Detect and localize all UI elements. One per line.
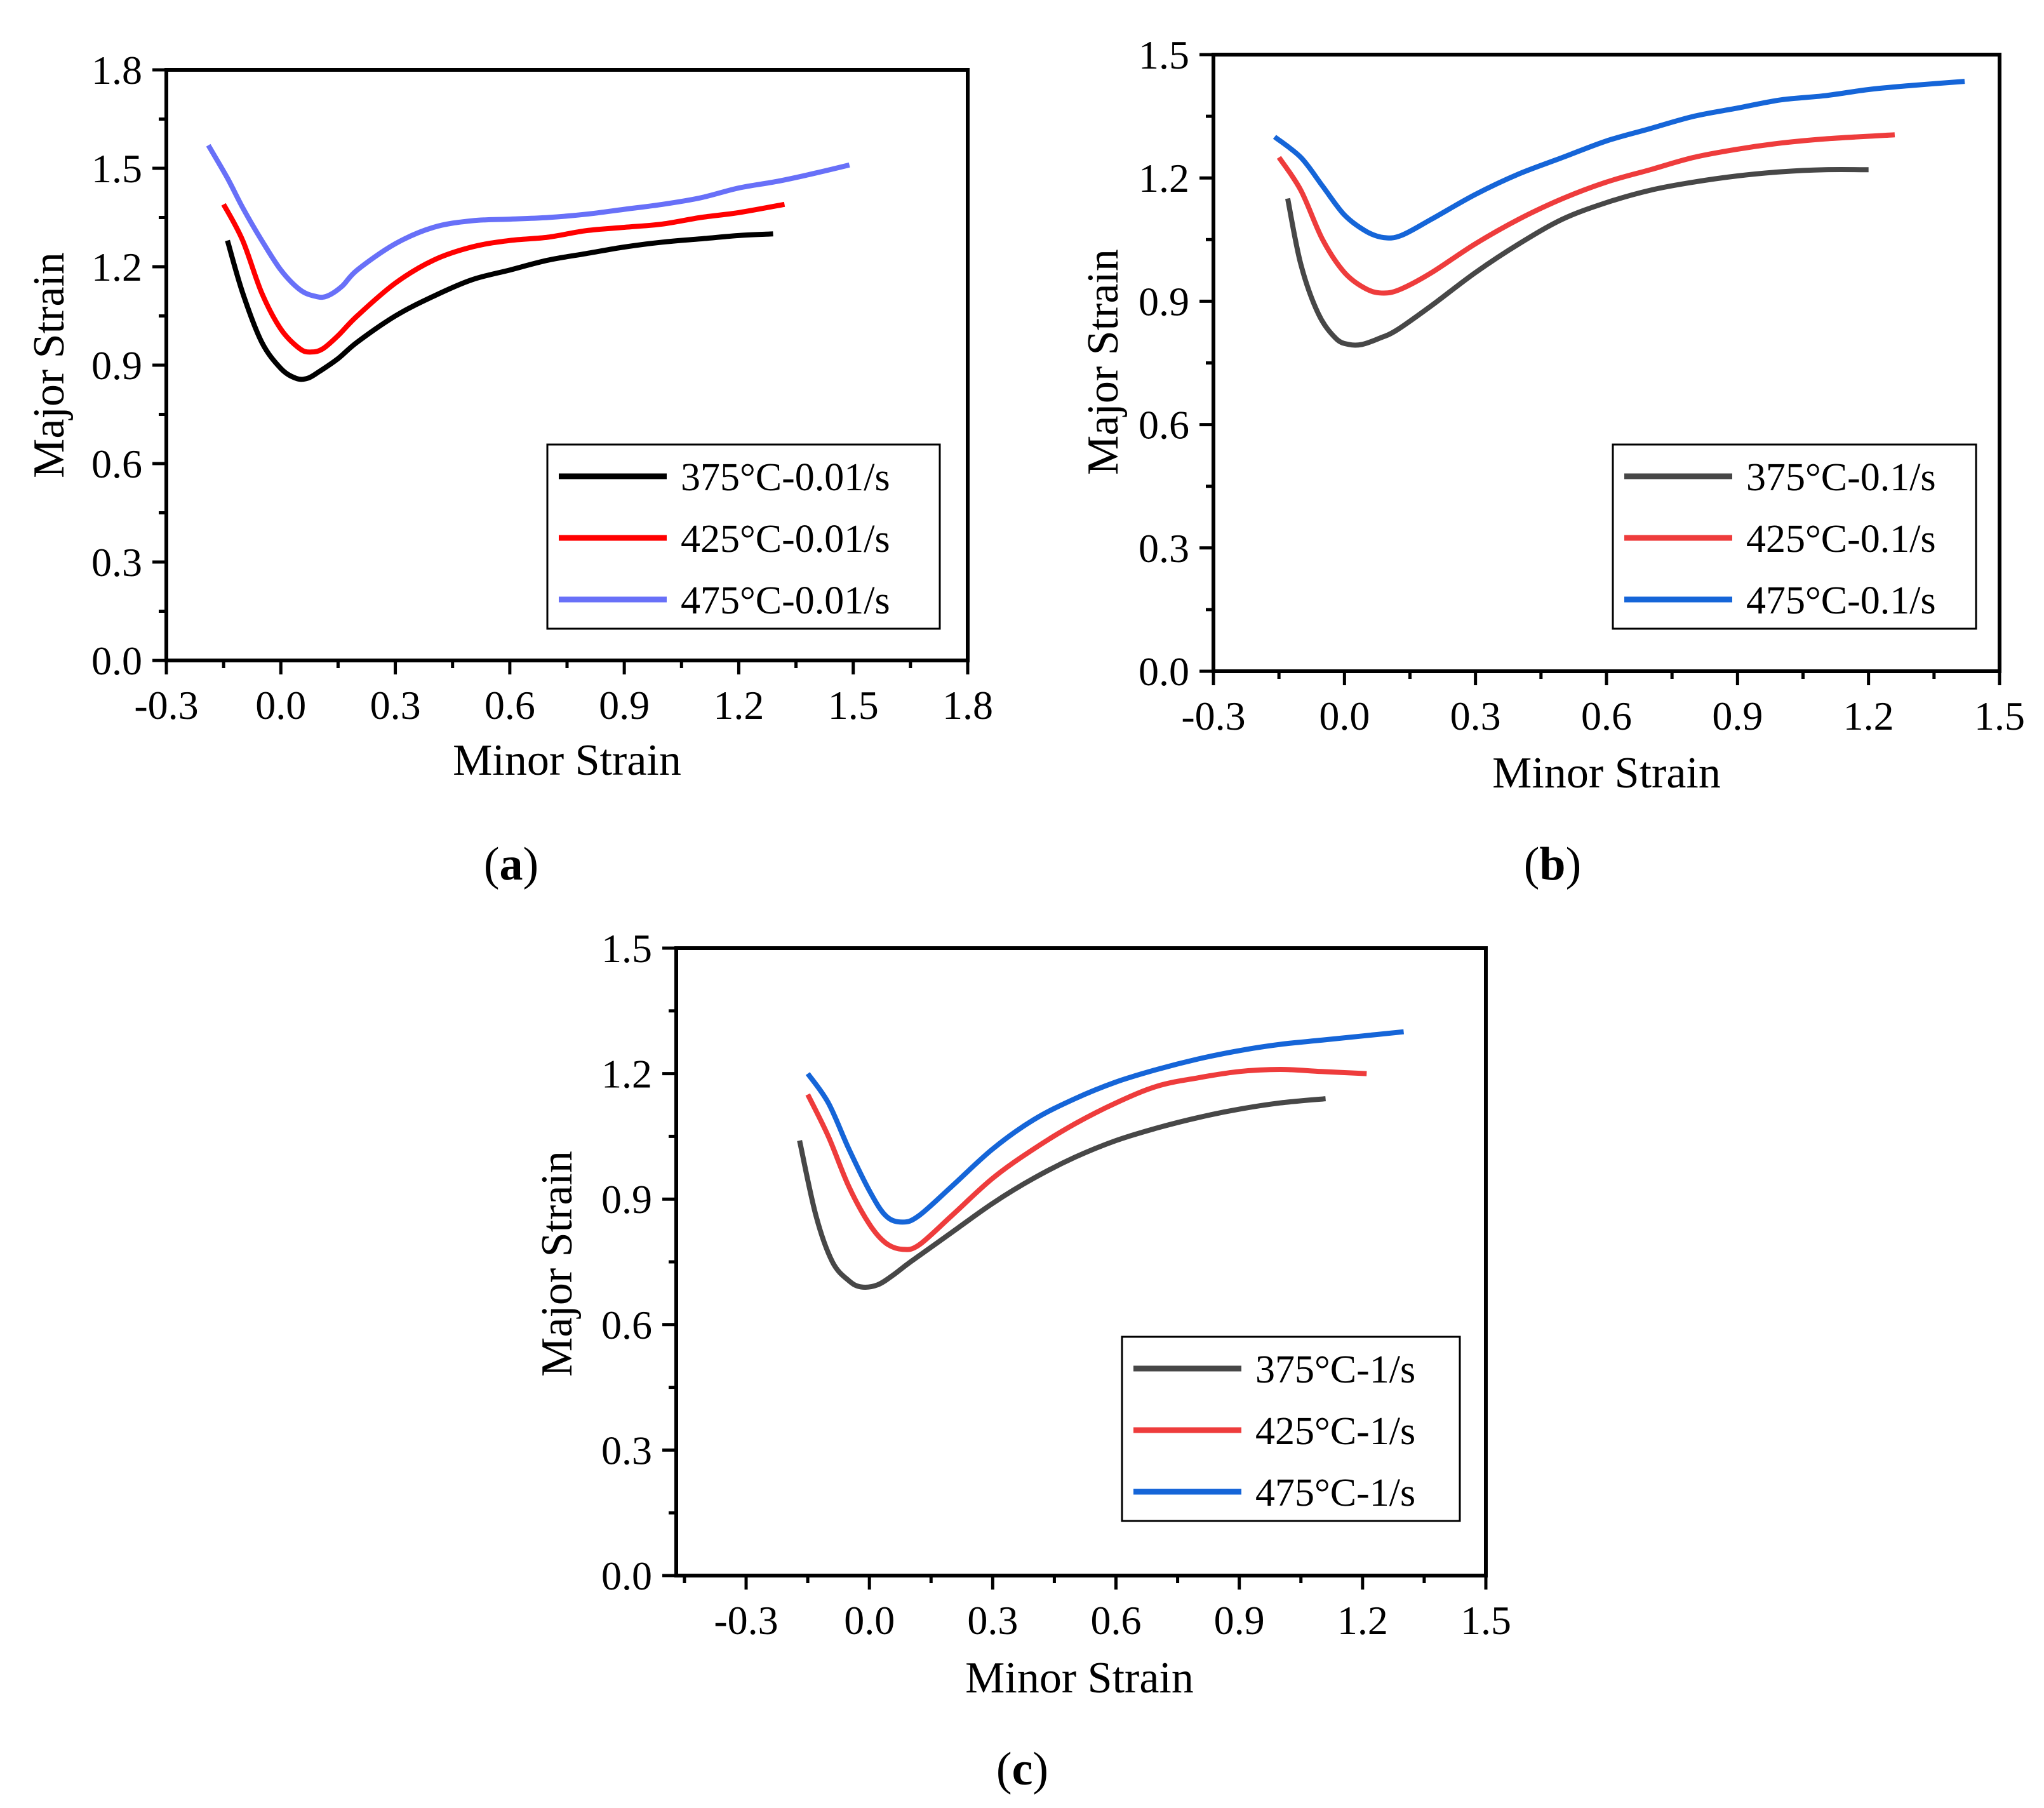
panel-label-letter: b bbox=[1539, 838, 1565, 890]
x-tick-label: 0.0 bbox=[1319, 693, 1370, 739]
axis-ticks bbox=[662, 946, 1488, 1590]
legend: 375°C-1/s 425°C-1/s 475°C-1/s bbox=[1121, 1336, 1461, 1522]
chart-panel-b: 0.00.30.60.91.21.5 -0.3 0.0 0.3 0.6 0.9 1.2 1.… bbox=[1079, 32, 2025, 890]
x-tick-label: 0.0 bbox=[844, 1598, 895, 1643]
series-line-425°C-0.01/s bbox=[221, 201, 785, 355]
legend-label: 475°C-0.01/s bbox=[681, 579, 890, 622]
legend-label: 375°C-0.01/s bbox=[681, 456, 890, 499]
y-tick-label: 1.5 bbox=[601, 926, 652, 971]
y-tick-label: 0.9 bbox=[91, 343, 142, 388]
x-tick-label: 0.9 bbox=[1712, 693, 1763, 739]
y-tick-label: 0.3 bbox=[601, 1428, 652, 1473]
legend-label: 375°C-0.1/s bbox=[1746, 456, 1936, 499]
x-tick-label: 1.2 bbox=[1843, 693, 1894, 739]
series-line-425°C-1/s bbox=[805, 1067, 1367, 1252]
y-tick-label: 0.0 bbox=[91, 638, 142, 683]
y-axis-title: Major Strain bbox=[533, 1151, 582, 1377]
panel-label: (a) bbox=[484, 838, 538, 890]
x-tick-label: 0.9 bbox=[1214, 1598, 1265, 1643]
x-tick-label: 0.0 bbox=[255, 683, 306, 728]
x-tick-label: 1.5 bbox=[1974, 693, 2025, 739]
series-line-375°C-0.1/s bbox=[1285, 167, 1869, 348]
x-tick-label: 1.2 bbox=[1337, 1598, 1388, 1643]
legend-label: 475°C-0.1/s bbox=[1746, 579, 1936, 622]
axis-ticks bbox=[152, 68, 970, 674]
legend-label: 425°C-0.01/s bbox=[681, 518, 890, 561]
y-axis-title: Major Strain bbox=[1079, 249, 1128, 475]
series-lines bbox=[206, 144, 850, 382]
y-tick-label: 0.6 bbox=[91, 441, 142, 486]
legend-label: 375°C-1/s bbox=[1255, 1348, 1415, 1391]
y-tick-label: 0.3 bbox=[91, 540, 142, 585]
y-tick-label: 1.2 bbox=[1139, 156, 1189, 201]
panel-label: (c) bbox=[996, 1743, 1048, 1795]
panel-label-letter: a bbox=[500, 838, 523, 890]
y-tick-label: 1.2 bbox=[601, 1052, 652, 1097]
chart-panel-a: 0.00.30.60.91.21.51.8 -0.3 0.0 0.3 0.6 0.9 1.… bbox=[25, 48, 993, 890]
x-tick-label: -0.3 bbox=[714, 1598, 778, 1643]
series-line-475°C-0.1/s bbox=[1272, 79, 1965, 241]
series-line-475°C-0.01/s bbox=[206, 144, 850, 300]
legend-label: 425°C-0.1/s bbox=[1746, 518, 1936, 561]
y-tick-label: 0.6 bbox=[1139, 403, 1189, 448]
x-tick-label: 0.6 bbox=[1091, 1598, 1142, 1643]
x-tick-label: 0.6 bbox=[1581, 693, 1632, 739]
series-line-375°C-0.01/s bbox=[225, 231, 773, 382]
series-line-425°C-0.1/s bbox=[1276, 132, 1895, 296]
y-tick-label: 1.5 bbox=[1139, 32, 1189, 77]
series-line-475°C-1/s bbox=[805, 1029, 1405, 1225]
x-tick-label: 0.3 bbox=[967, 1598, 1018, 1643]
y-tick-labels: 0.0 0.3 0.6 0.9 1.2 1.5 bbox=[1139, 32, 1189, 694]
y-tick-label: 0.0 bbox=[1139, 649, 1189, 694]
x-tick-label: 0.6 bbox=[484, 683, 535, 728]
x-tick-label: 1.2 bbox=[713, 683, 764, 728]
legend-label: 425°C-1/s bbox=[1255, 1410, 1415, 1453]
x-tick-label: 0.3 bbox=[370, 683, 421, 728]
x-tick-labels: -0.3 0.0 0.3 0.6 0.9 1.2 1.5 bbox=[714, 1598, 1511, 1643]
x-axis-title: Minor Strain bbox=[1492, 749, 1721, 798]
x-tick-label: -0.3 bbox=[1181, 693, 1245, 739]
panel-label: (b) bbox=[1524, 838, 1581, 890]
x-tick-labels: -0.3 0.0 0.3 0.6 0.9 1.2 1.5 1.8 bbox=[134, 683, 993, 728]
x-axis-title: Minor Strain bbox=[453, 736, 681, 785]
legend-label: 475°C-1/s bbox=[1255, 1471, 1415, 1515]
y-tick-label: 1.8 bbox=[91, 48, 142, 93]
y-tick-label: 0.0 bbox=[601, 1553, 652, 1598]
y-axis-title: Major Strain bbox=[25, 252, 74, 478]
x-tick-label: 1.8 bbox=[942, 683, 993, 728]
y-tick-label: 1.2 bbox=[91, 244, 142, 290]
x-tick-label: 1.5 bbox=[828, 683, 879, 728]
legend: 375°C-0.01/s 425°C-0.01/s 475°C-0.01/s bbox=[546, 443, 941, 630]
series-line-375°C-1/s bbox=[797, 1096, 1326, 1290]
y-tick-label: 0.9 bbox=[601, 1177, 652, 1222]
x-tick-label: 0.9 bbox=[599, 683, 650, 728]
y-tick-label: 1.5 bbox=[91, 146, 142, 191]
series-lines bbox=[1272, 79, 1965, 348]
series-lines bbox=[797, 1029, 1405, 1290]
x-tick-labels: -0.3 0.0 0.3 0.6 0.9 1.2 1.5 bbox=[1181, 693, 2025, 739]
legend: 375°C-0.1/s 425°C-0.1/s 475°C-0.1/s bbox=[1612, 443, 1977, 630]
y-tick-label: 0.6 bbox=[601, 1302, 652, 1348]
chart-panel-c: 0.0 0.3 0.6 0.9 1.2 1.5 -0.3 0.0 0.3 0.6 0.9 1.2 1.… bbox=[533, 926, 1511, 1795]
panel-label-letter: c bbox=[1012, 1743, 1033, 1795]
x-tick-label: 1.5 bbox=[1460, 1598, 1511, 1643]
x-axis-title: Minor Strain bbox=[965, 1654, 1194, 1703]
y-tick-label: 0.3 bbox=[1139, 526, 1189, 571]
x-tick-label: 0.3 bbox=[1450, 693, 1501, 739]
y-tick-labels: 0.0 0.3 0.6 0.9 1.2 1.5 1.8 bbox=[91, 48, 142, 683]
y-tick-labels: 0.0 0.3 0.6 0.9 1.2 1.5 bbox=[601, 926, 652, 1598]
axis-ticks bbox=[1199, 53, 2001, 685]
y-tick-label: 0.9 bbox=[1139, 279, 1189, 324]
x-tick-label: -0.3 bbox=[134, 683, 198, 728]
